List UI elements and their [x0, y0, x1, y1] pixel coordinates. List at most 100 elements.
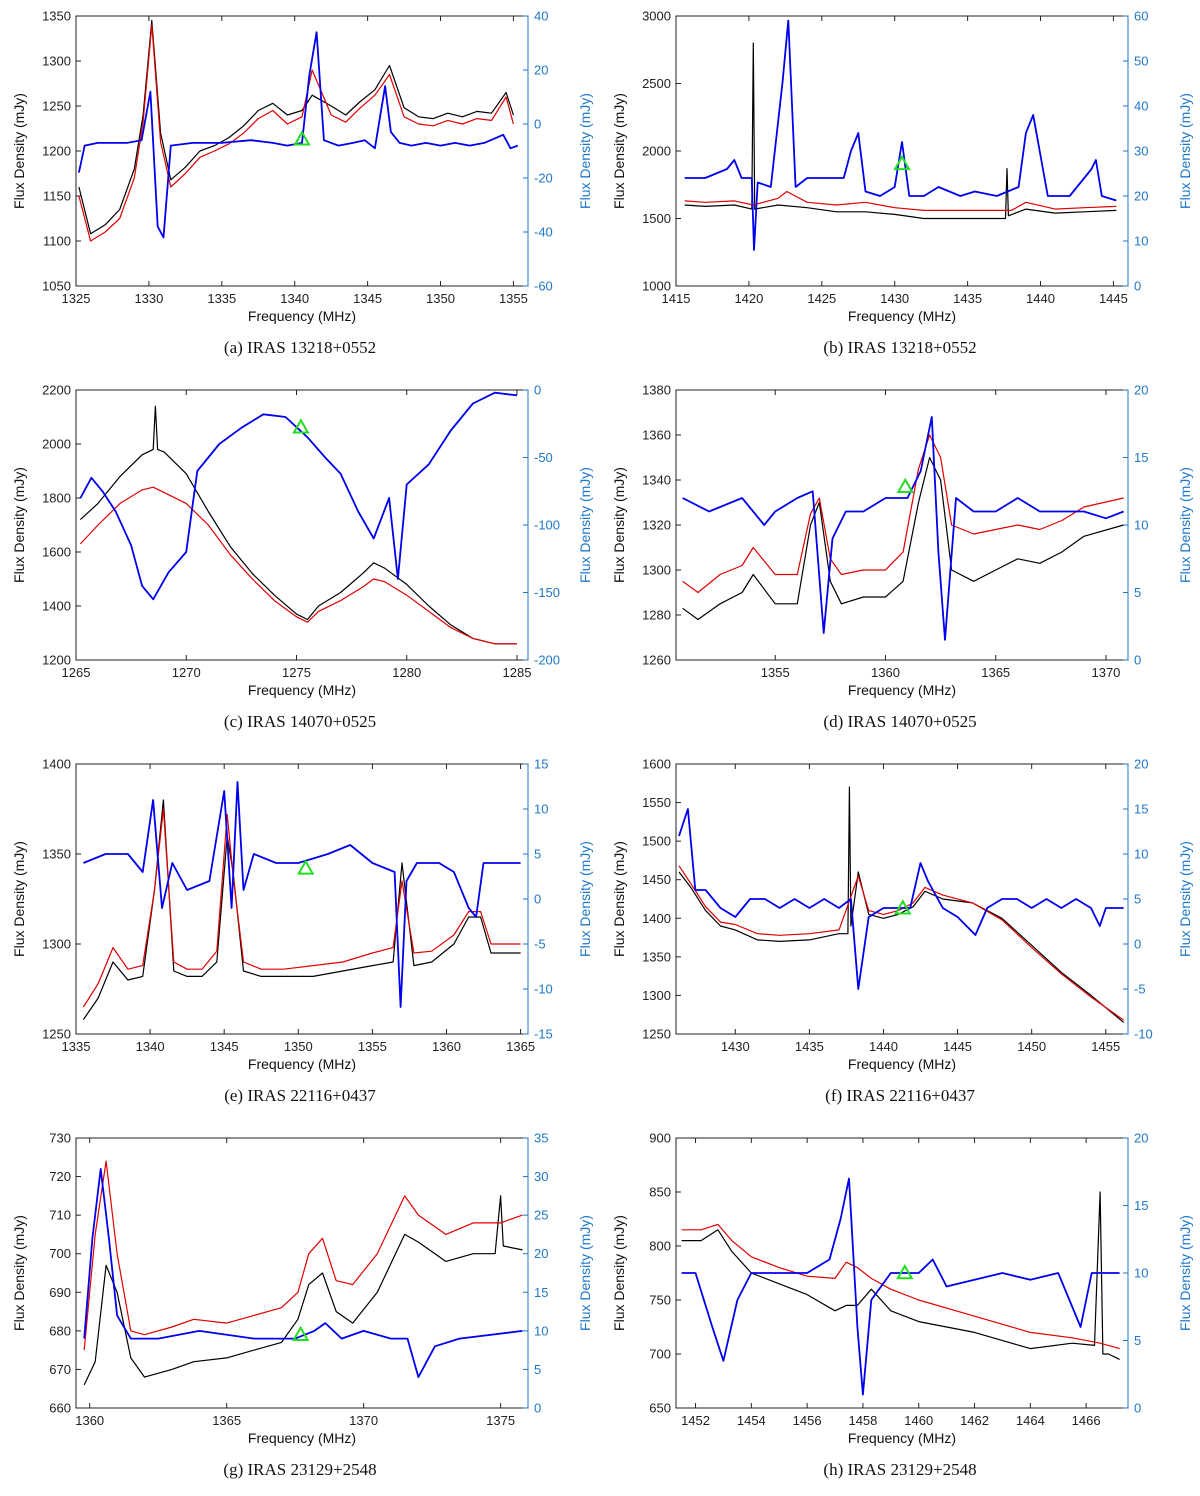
y2-tick-label: -50 — [534, 450, 553, 465]
x-tick-label: 1335 — [207, 291, 236, 306]
x-tick-label: 1445 — [943, 1039, 972, 1054]
panel-g: 1360 1365 1370 1375 660 670 680 690 700 710 720 730… — [0, 1122, 600, 1496]
y-tick-label: 1300 — [642, 563, 671, 578]
x-axis-label: Frequency (MHz) — [848, 1430, 956, 1446]
y-tick-label: 3000 — [642, 9, 671, 24]
x-tick-label: 1440 — [869, 1039, 898, 1054]
y-axis-label: Flux Density (mJy) — [11, 841, 27, 957]
series-group — [681, 1177, 1120, 1396]
x-tick-label: 1355 — [761, 665, 790, 680]
x-tick-label: 1435 — [795, 1039, 824, 1054]
panel-e: 1335 1340 1345 1350 1355 1360 1365 1250 1300 1350… — [0, 748, 600, 1122]
x-tick-label: 1445 — [1099, 291, 1128, 306]
x-tick-label: 1330 — [134, 291, 163, 306]
y2-tick-label: 0 — [534, 117, 541, 132]
x-tick-label: 1360 — [871, 665, 900, 680]
x-tick-label: 1340 — [136, 1039, 165, 1054]
chart-a: 1325 1330 1335 1340 1345 1350 1355 1050 1100 1150… — [11, 9, 593, 325]
x-tick-label: 1325 — [62, 291, 91, 306]
y-tick-label: 700 — [49, 1246, 71, 1261]
panel-f: 1430 1435 1440 1445 1450 1455 1250 1300 1350 1400… — [600, 748, 1200, 1122]
series-line-red — [82, 808, 521, 1008]
y2-tick-label: 20 — [534, 63, 548, 78]
y2-tick-label: 0 — [1134, 937, 1141, 952]
series-line-blue — [78, 31, 519, 239]
x-tick-label: 1440 — [1026, 291, 1055, 306]
x-tick-label: 1265 — [62, 665, 91, 680]
y-tick-label: 1250 — [642, 1027, 671, 1042]
panel-caption: (d) IRAS 14070+0525 — [823, 712, 977, 731]
x-tick-label: 1456 — [793, 1413, 822, 1428]
y2-tick-label: 30 — [534, 1169, 548, 1184]
series-line-red — [78, 24, 514, 242]
panel-caption: (g) IRAS 23129+2548 — [223, 1460, 377, 1479]
y-tick-label: 1450 — [642, 872, 671, 887]
y-tick-label: 1300 — [42, 54, 71, 69]
panel-caption: (a) IRAS 13218+0552 — [223, 338, 377, 357]
series-group — [82, 781, 521, 1020]
y2-tick-label: 10 — [534, 1323, 548, 1338]
series-line-red — [682, 434, 1124, 594]
y-tick-label: 1200 — [42, 653, 71, 668]
x-tick-label: 1454 — [737, 1413, 766, 1428]
marker-triangle — [293, 130, 311, 146]
y2-tick-label: 10 — [534, 802, 548, 817]
y-axis-label: Flux Density (mJy) — [11, 93, 27, 209]
y-tick-label: 1350 — [42, 9, 71, 24]
marker-triangle — [292, 418, 310, 434]
series-line-red — [79, 486, 517, 645]
marker-triangle — [894, 899, 912, 915]
y-axis-label: Flux Density (mJy) — [611, 841, 627, 957]
y2-tick-label: 60 — [1134, 9, 1148, 24]
x-axis-label: Frequency (MHz) — [248, 682, 356, 698]
y2-tick-label: 0 — [534, 383, 541, 398]
y2-tick-label: 10 — [1134, 1266, 1148, 1281]
y2-tick-label: 10 — [1134, 234, 1148, 249]
y-tick-label: 2000 — [42, 437, 71, 452]
series-group — [83, 1160, 523, 1386]
y-tick-label: 2500 — [642, 76, 671, 91]
y2-tick-label: 20 — [1134, 1131, 1148, 1146]
series-line-red — [678, 865, 1124, 1021]
series-group — [79, 391, 518, 645]
y-tick-label: 1250 — [42, 99, 71, 114]
panel-c: 1265 1270 1275 1280 1285 1200 1400 1600 1800 2000… — [0, 374, 600, 748]
y-axis-label: Flux Density (mJy) — [611, 1215, 627, 1331]
y-tick-label: 1500 — [642, 211, 671, 226]
series-line-red — [83, 1160, 523, 1351]
x-tick-label: 1350 — [426, 291, 455, 306]
y2-axis-label: Flux Density (mJy) — [577, 467, 593, 583]
y-tick-label: 850 — [649, 1185, 671, 1200]
marker-triangle — [893, 154, 911, 171]
y-tick-label: 1380 — [642, 383, 671, 398]
y-tick-label: 1800 — [42, 491, 71, 506]
y-tick-label: 1360 — [642, 428, 671, 443]
y2-tick-label: 5 — [1134, 585, 1141, 600]
x-axis-label: Frequency (MHz) — [848, 308, 956, 324]
y-tick-label: 660 — [49, 1401, 71, 1416]
y2-axis-label: Flux Density (mJy) — [577, 841, 593, 957]
y2-tick-label: -10 — [1134, 1027, 1153, 1042]
y2-tick-label: -20 — [534, 171, 553, 186]
y2-tick-label: 20 — [1134, 189, 1148, 204]
x-tick-label: 1452 — [681, 1413, 710, 1428]
y-tick-label: 700 — [649, 1347, 671, 1362]
x-tick-label: 1435 — [953, 291, 982, 306]
y-tick-label: 690 — [49, 1285, 71, 1300]
marker-triangle — [296, 859, 315, 875]
y2-tick-label: -15 — [534, 1027, 553, 1042]
y2-tick-label: 5 — [1134, 1333, 1141, 1348]
y2-tick-label: 10 — [1134, 847, 1148, 862]
y-tick-label: 1000 — [642, 279, 671, 294]
chart-c: 1265 1270 1275 1280 1285 1200 1400 1600 1800 2000… — [11, 383, 593, 699]
y-tick-label: 1150 — [43, 189, 71, 204]
x-tick-label: 1360 — [432, 1039, 461, 1054]
plot-frame — [75, 1137, 529, 1409]
x-tick-label: 1350 — [284, 1039, 313, 1054]
y-tick-label: 2200 — [42, 383, 71, 398]
series-line-blue — [681, 1177, 1120, 1396]
y-tick-label: 650 — [649, 1401, 671, 1416]
y2-axis-label: Flux Density (mJy) — [1177, 1215, 1193, 1331]
series-line-black — [678, 786, 1124, 1023]
series-line-black — [682, 456, 1124, 621]
